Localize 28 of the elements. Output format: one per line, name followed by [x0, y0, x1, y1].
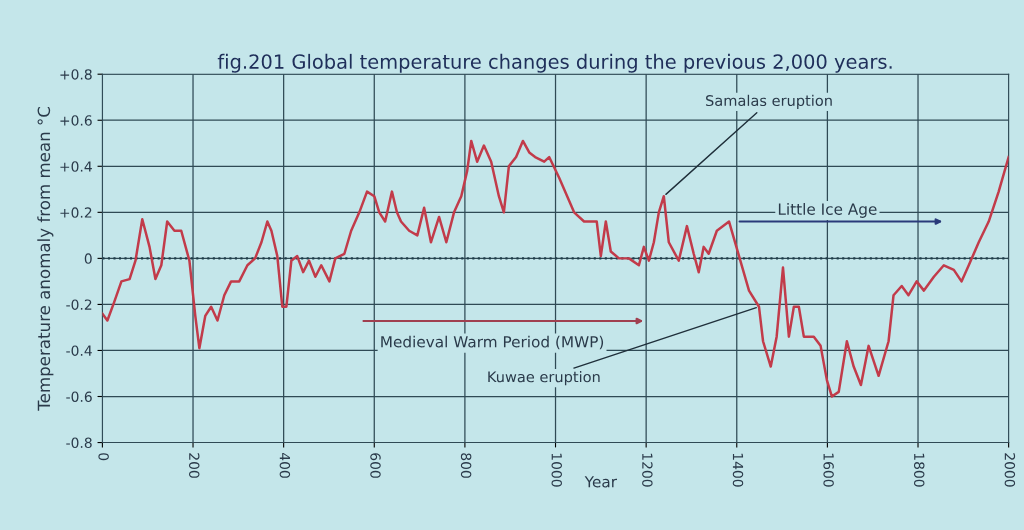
y-tick-label: -0.8 — [66, 437, 92, 449]
y-tick-label: 0 — [84, 253, 92, 264]
x-tick-label: 2000 — [1004, 453, 1016, 487]
x-tick-label: 1600 — [823, 453, 834, 487]
x-tick-label: 800 — [460, 453, 472, 478]
x-tick-label: 1400 — [732, 453, 744, 487]
line-series — [102, 139, 1009, 398]
x-tick-label: 600 — [370, 453, 381, 478]
y-tick-label: -0.6 — [66, 391, 92, 402]
y-tick-label: +0.4 — [60, 161, 92, 172]
annotation: Samalas eruption — [706, 94, 832, 109]
y-axis-title: Temperature anomaly from mean °C — [37, 106, 54, 411]
annotation: Kuwae eruption — [488, 371, 600, 386]
x-tick-label: 1000 — [551, 453, 562, 487]
y-tick-label: +0.8 — [60, 69, 92, 80]
x-tick-label: 0 — [98, 453, 109, 461]
chart-title: fig.201 Global temperature changes during the previous 2,000 years. — [217, 53, 892, 73]
y-tick-label: -0.2 — [66, 299, 92, 310]
x-tick-label: 400 — [279, 452, 291, 478]
x-tick-label: 1800 — [913, 453, 925, 487]
x-axis-title: Year — [584, 476, 618, 488]
y-tick-label: +0.2 — [60, 207, 92, 218]
x-tick-label: 1200 — [642, 453, 653, 487]
x-tick-label: 200 — [188, 453, 200, 478]
annotation: Little Ice Age — [778, 203, 877, 218]
y-tick-label: +0.6 — [60, 115, 92, 126]
y-tick-label: -0.4 — [66, 345, 92, 356]
annotation: Medieval Warm Period (MWP) — [381, 335, 604, 350]
